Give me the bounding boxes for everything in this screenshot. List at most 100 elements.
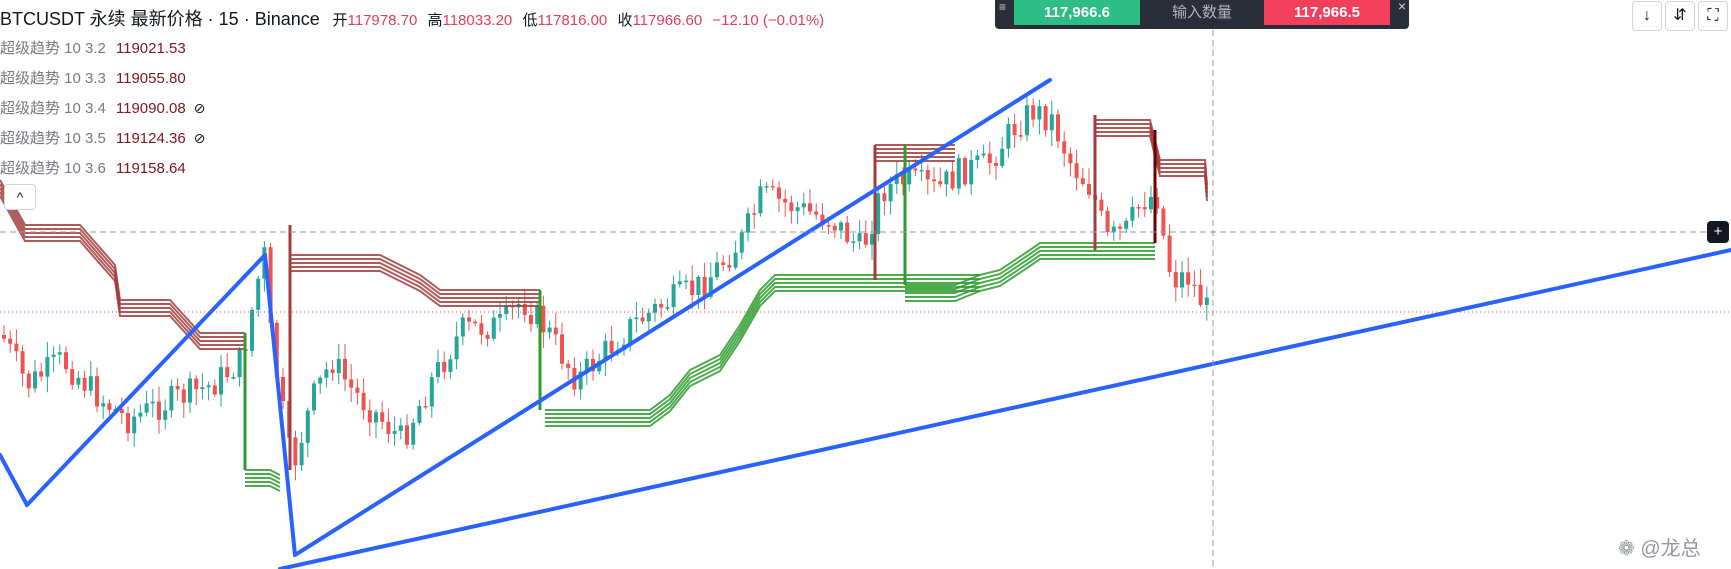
plus-icon: +	[1713, 223, 1723, 240]
supertrend-up-line	[905, 282, 981, 294]
indicator-name: 超级趋势 10 3.2	[0, 40, 106, 57]
indicator-legend-row[interactable]: 超级趋势 10 3.3 119055.80	[0, 67, 186, 88]
candle-body	[330, 369, 335, 374]
candle-body	[1074, 163, 1079, 179]
candle-body	[237, 349, 242, 378]
supertrend-up-line	[245, 469, 281, 476]
candle-body	[138, 412, 143, 417]
candle-body	[212, 385, 217, 395]
candle-body	[206, 385, 211, 388]
scroll-down-button[interactable]: ↓	[1632, 1, 1662, 31]
change-value: −12.10 (−0.01%)	[712, 12, 825, 29]
close-label: 收	[617, 12, 633, 29]
supertrend-down-line	[0, 179, 245, 334]
candle-body	[1161, 208, 1166, 236]
quantity-input[interactable]: 输入数量	[1171, 4, 1232, 21]
fullscreen-button[interactable]: ⛶	[1698, 1, 1728, 31]
supertrend-down-line	[0, 195, 245, 350]
candle-body	[188, 378, 192, 403]
candle-body	[57, 352, 62, 355]
candle-body	[380, 412, 385, 422]
candle-body	[721, 262, 726, 266]
candle-body	[181, 389, 186, 403]
candle-body	[45, 356, 50, 377]
indicator-legend-row[interactable]: 超级趋势 10 3.2 119021.53	[0, 37, 186, 58]
candle-body	[1068, 153, 1073, 164]
candle-body	[51, 354, 56, 357]
candle-body	[845, 222, 850, 242]
open-label: 开	[332, 12, 348, 29]
legend-collapse-button[interactable]: ^	[4, 184, 36, 210]
candle-body	[454, 336, 459, 360]
candle-body	[994, 162, 998, 166]
candle-body	[1198, 284, 1203, 305]
candle-body	[268, 247, 273, 323]
indicator-legend-row[interactable]: 超级趋势 10 3.5 119124.36 ⊘	[0, 127, 205, 148]
candle-body	[473, 321, 478, 324]
hidden-eye-icon[interactable]: ⊘	[193, 130, 206, 146]
candle-body	[814, 211, 819, 215]
candle-body	[640, 317, 645, 322]
close-icon[interactable]: ×	[1397, 0, 1406, 14]
crosshair-plus-button[interactable]: +	[1707, 221, 1729, 243]
candle-body	[684, 280, 688, 283]
sell-button[interactable]: 117,966.5	[1264, 0, 1390, 25]
candle-body	[653, 303, 657, 313]
candle-body	[460, 317, 465, 337]
candle-body	[76, 377, 81, 385]
candle-body	[479, 323, 484, 335]
candle-body	[119, 409, 124, 414]
candle-body	[715, 262, 719, 278]
candle-body	[361, 392, 366, 411]
supertrend-up-line	[905, 286, 981, 298]
candle-body	[442, 361, 447, 372]
candle-body	[33, 371, 37, 389]
candle-body	[888, 183, 893, 202]
indicator-value: 119021.53	[115, 40, 186, 57]
candle-body	[1111, 226, 1116, 232]
supertrend-up-line	[245, 473, 281, 480]
candle-body	[739, 232, 744, 253]
candle-body	[733, 252, 738, 268]
collapse-toolbar-button[interactable]: ⇵	[1665, 1, 1695, 31]
menu-icon[interactable]: ≡	[999, 0, 1007, 14]
candle-body	[857, 233, 862, 242]
candle-body	[876, 193, 881, 234]
candle-body	[956, 158, 961, 189]
candle-body	[2, 335, 6, 339]
candle-body	[783, 198, 788, 203]
indicator-value: 119090.08	[115, 100, 186, 117]
candle-body	[584, 358, 589, 372]
trend-line	[293, 78, 1052, 557]
candle-body	[609, 340, 614, 354]
candle-body	[1037, 106, 1042, 120]
candle-body	[913, 168, 918, 171]
supertrend-up-line	[545, 242, 1155, 411]
candle-body	[367, 410, 372, 423]
candle-body	[950, 171, 955, 189]
supertrend-down-line	[290, 270, 540, 307]
supertrend-up-line	[245, 481, 281, 488]
hidden-eye-icon[interactable]: ⊘	[193, 100, 206, 116]
supertrend-up-line	[545, 250, 1155, 419]
candle-series	[2, 93, 1209, 481]
indicator-legend-row[interactable]: 超级趋势 10 3.4 119090.08 ⊘	[0, 97, 205, 118]
candle-body	[777, 187, 781, 199]
buy-button[interactable]: 117,966.6	[1014, 0, 1140, 25]
trend-lines	[0, 78, 1731, 569]
candle-body	[752, 213, 757, 215]
indicator-name: 超级趋势 10 3.5	[0, 130, 106, 147]
candle-body	[981, 153, 986, 156]
candle-body	[1192, 284, 1197, 287]
indicator-legend-row[interactable]: 超级趋势 10 3.6 119158.64	[0, 157, 186, 178]
supertrend-down-line	[290, 262, 540, 299]
candle-body	[169, 385, 174, 411]
candle-body	[349, 379, 354, 388]
candle-body	[448, 359, 453, 372]
candle-body	[969, 159, 974, 185]
candle-body	[312, 383, 316, 411]
candle-body	[417, 406, 422, 423]
trend-line	[0, 453, 29, 507]
candle-body	[1204, 297, 1209, 305]
